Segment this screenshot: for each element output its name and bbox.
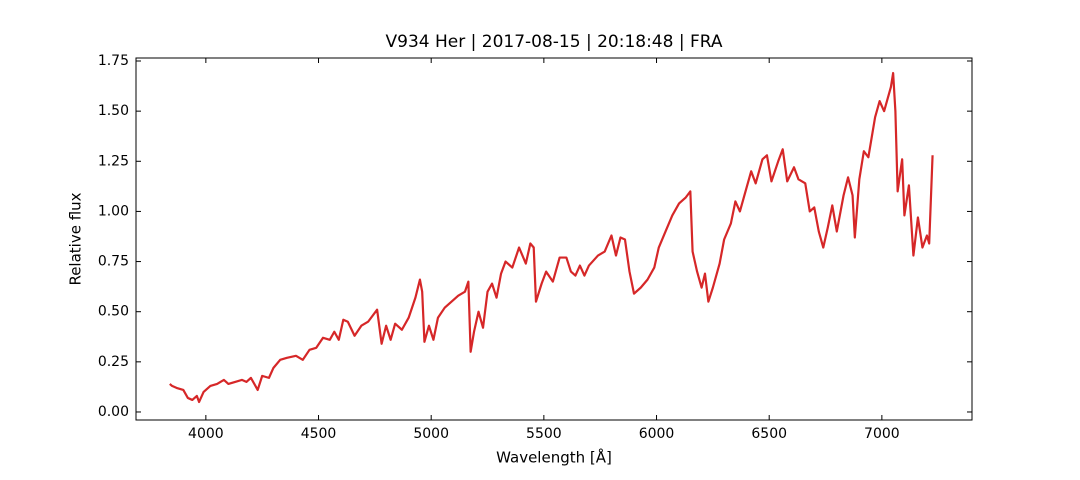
y-tick-label: 0.50 bbox=[98, 304, 129, 320]
x-tick-label: 4500 bbox=[301, 426, 337, 442]
y-tick-label: 1.25 bbox=[98, 153, 129, 169]
x-axis-label: Wavelength [Å] bbox=[496, 448, 612, 467]
x-tick-label: 6500 bbox=[751, 426, 787, 442]
y-tick-label: 0.75 bbox=[98, 254, 129, 270]
x-tick-label: 5000 bbox=[413, 426, 449, 442]
y-axis-label: Relative flux bbox=[67, 192, 85, 285]
plot-frame bbox=[135, 57, 973, 421]
x-tick-label: 7000 bbox=[864, 426, 900, 442]
x-tick-label: 4000 bbox=[188, 426, 224, 442]
spectrum-line bbox=[169, 71, 934, 404]
chart-title: V934 Her | 2017-08-15 | 20:18:48 | FRA bbox=[386, 32, 723, 52]
y-tick-label: 1.50 bbox=[98, 103, 129, 119]
y-tick-label: 1.00 bbox=[98, 203, 129, 219]
x-tick-label: 6000 bbox=[639, 426, 675, 442]
y-tick-label: 1.75 bbox=[98, 53, 129, 69]
y-tick-label: 0.25 bbox=[98, 354, 129, 370]
y-tick-label: 0.00 bbox=[98, 404, 129, 420]
x-tick-label: 5500 bbox=[526, 426, 562, 442]
